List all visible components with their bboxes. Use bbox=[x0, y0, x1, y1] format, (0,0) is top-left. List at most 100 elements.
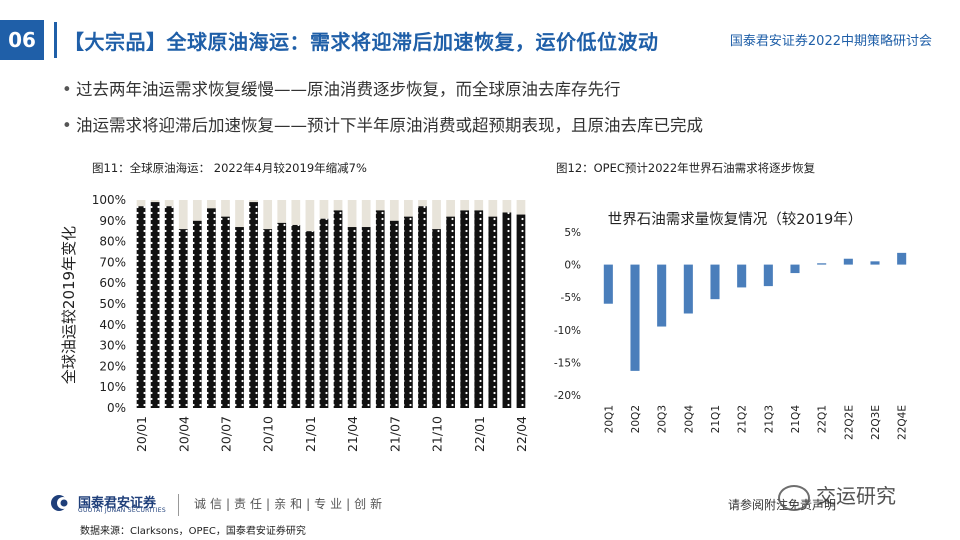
bar-remainder bbox=[291, 200, 301, 225]
bar bbox=[488, 216, 498, 408]
bar bbox=[710, 264, 720, 300]
bar-remainder bbox=[502, 200, 512, 213]
bar-remainder bbox=[333, 200, 343, 211]
bar-remainder bbox=[474, 200, 484, 211]
bar-remainder bbox=[235, 200, 244, 228]
bar bbox=[333, 210, 343, 408]
bar bbox=[221, 216, 230, 408]
x-tick-label: 20Q1 bbox=[603, 405, 615, 433]
bar bbox=[263, 229, 273, 408]
bar-remainder bbox=[263, 200, 273, 230]
bar bbox=[474, 210, 484, 408]
y-tick-label: -20% bbox=[554, 390, 581, 402]
bar bbox=[817, 263, 827, 265]
bar bbox=[737, 264, 747, 288]
bar bbox=[630, 264, 640, 371]
bar-remainder bbox=[305, 200, 315, 232]
bar bbox=[683, 264, 693, 314]
y-tick-label: -15% bbox=[554, 357, 581, 369]
x-tick-label: 21/10 bbox=[430, 416, 445, 452]
conference-title: 国泰君安证券2022中期策略研讨会 bbox=[729, 34, 932, 49]
y-tick-label: 90% bbox=[99, 214, 126, 228]
bar bbox=[790, 264, 800, 274]
watermark: 交运研究 bbox=[778, 480, 896, 511]
wechat-icon bbox=[778, 484, 810, 511]
y-tick-label: 5% bbox=[564, 227, 581, 239]
y-tick-label: 20% bbox=[99, 359, 126, 373]
bar bbox=[446, 216, 455, 408]
bar-remainder bbox=[488, 200, 498, 217]
bar bbox=[192, 220, 202, 408]
y-tick-label: 10% bbox=[99, 380, 126, 394]
bar bbox=[136, 206, 146, 408]
x-tick-label: 21Q1 bbox=[710, 405, 722, 433]
company-slogan: 诚信|责任|亲和|专业|创新 bbox=[194, 497, 387, 511]
bar-remainder bbox=[418, 200, 427, 207]
bar bbox=[249, 202, 258, 408]
bar bbox=[277, 222, 287, 408]
bar-remainder bbox=[221, 200, 230, 217]
oil-shipping-chart: 0% 10% 20% 30% 40% 50% 60% 70% 80% 90% 100% 20/01 2… bbox=[60, 193, 529, 452]
figure-11-caption: 图11：全球原油海运： 2022年4月较2019年缩减7% bbox=[92, 161, 367, 175]
x-tick-label: 20Q2 bbox=[630, 405, 642, 433]
watermark-text: 交运研究 bbox=[816, 484, 896, 508]
bar bbox=[305, 231, 315, 408]
x-tick-label: 21/04 bbox=[345, 416, 360, 452]
bar bbox=[207, 208, 216, 408]
bar-remainder bbox=[404, 200, 413, 217]
bar bbox=[164, 206, 174, 408]
bar-remainder bbox=[207, 200, 216, 209]
x-tick-label: 20/04 bbox=[176, 416, 191, 452]
y-tick-label: 80% bbox=[99, 235, 126, 249]
y-tick-label: 0% bbox=[564, 260, 581, 272]
bar-remainder bbox=[347, 200, 357, 228]
bar bbox=[502, 212, 512, 408]
x-tick-label: 22/04 bbox=[514, 416, 529, 452]
bar bbox=[460, 210, 470, 408]
x-tick-label: 20/10 bbox=[261, 416, 276, 452]
figure-12-caption: 图12：OPEC预计2022年世界石油需求将逐步恢复 bbox=[556, 161, 816, 175]
bullet-list: • 过去两年油运需求恢复缓慢——原油消费逐步恢复，而全球原油去库存先行 • 油运需求… bbox=[62, 76, 942, 148]
bar bbox=[375, 210, 385, 408]
x-tick-label: 20/01 bbox=[134, 416, 149, 452]
bar-remainder bbox=[277, 200, 287, 223]
y-tick-label: 30% bbox=[99, 339, 126, 353]
company-logo: 国泰君安证券 GUOTAI JUNAN SECURITIES bbox=[50, 492, 170, 516]
bar-remainder bbox=[389, 200, 399, 221]
title-separator bbox=[54, 22, 57, 58]
bullet-item: • 过去两年油运需求恢复缓慢——原油消费逐步恢复，而全球原油去库存先行 bbox=[62, 76, 942, 100]
footer-divider bbox=[178, 494, 179, 516]
bar bbox=[870, 261, 880, 265]
bar bbox=[432, 229, 441, 408]
y-tick-label: -5% bbox=[561, 292, 581, 304]
bullet-dot-icon: • bbox=[62, 80, 72, 99]
bar bbox=[516, 214, 526, 408]
bar-remainder bbox=[375, 200, 385, 211]
bar bbox=[361, 227, 371, 408]
bar bbox=[657, 264, 667, 327]
data-source: 数据来源：Clarksons，OPEC，国泰君安证券研究 bbox=[80, 526, 306, 537]
x-tick-label: 20Q4 bbox=[683, 405, 695, 434]
x-tick-label: 21/07 bbox=[387, 416, 402, 452]
logo-subtext: GUOTAI JUNAN SECURITIES bbox=[78, 507, 166, 514]
bar bbox=[319, 218, 329, 408]
bullet-item: • 油运需求将迎滞后加速恢复——预计下半年原油消费或超预期表现，且原油去库已完成 bbox=[62, 112, 942, 136]
bar-remainder bbox=[319, 200, 329, 219]
bar-remainder bbox=[150, 200, 160, 203]
logo-mark-icon bbox=[50, 494, 72, 512]
bar-remainder bbox=[192, 200, 202, 221]
bar-remainder bbox=[516, 200, 526, 215]
y-tick-label: 50% bbox=[99, 297, 126, 311]
x-tick-label: 22Q3E bbox=[870, 405, 882, 440]
x-tick-label: 21Q2 bbox=[737, 405, 749, 433]
logo-text: 国泰君安证券 bbox=[78, 496, 157, 511]
x-tick-label: 20/07 bbox=[218, 416, 233, 452]
bar bbox=[235, 227, 244, 408]
bar bbox=[418, 206, 427, 408]
y-axis-label: 全球油运较2019年变化 bbox=[60, 226, 78, 384]
y-tick-label: 0% bbox=[107, 401, 126, 415]
x-tick-label: 22Q1 bbox=[817, 405, 829, 433]
bar-remainder bbox=[136, 200, 146, 207]
bar bbox=[897, 252, 907, 265]
bullet-dot-icon: • bbox=[62, 116, 72, 135]
